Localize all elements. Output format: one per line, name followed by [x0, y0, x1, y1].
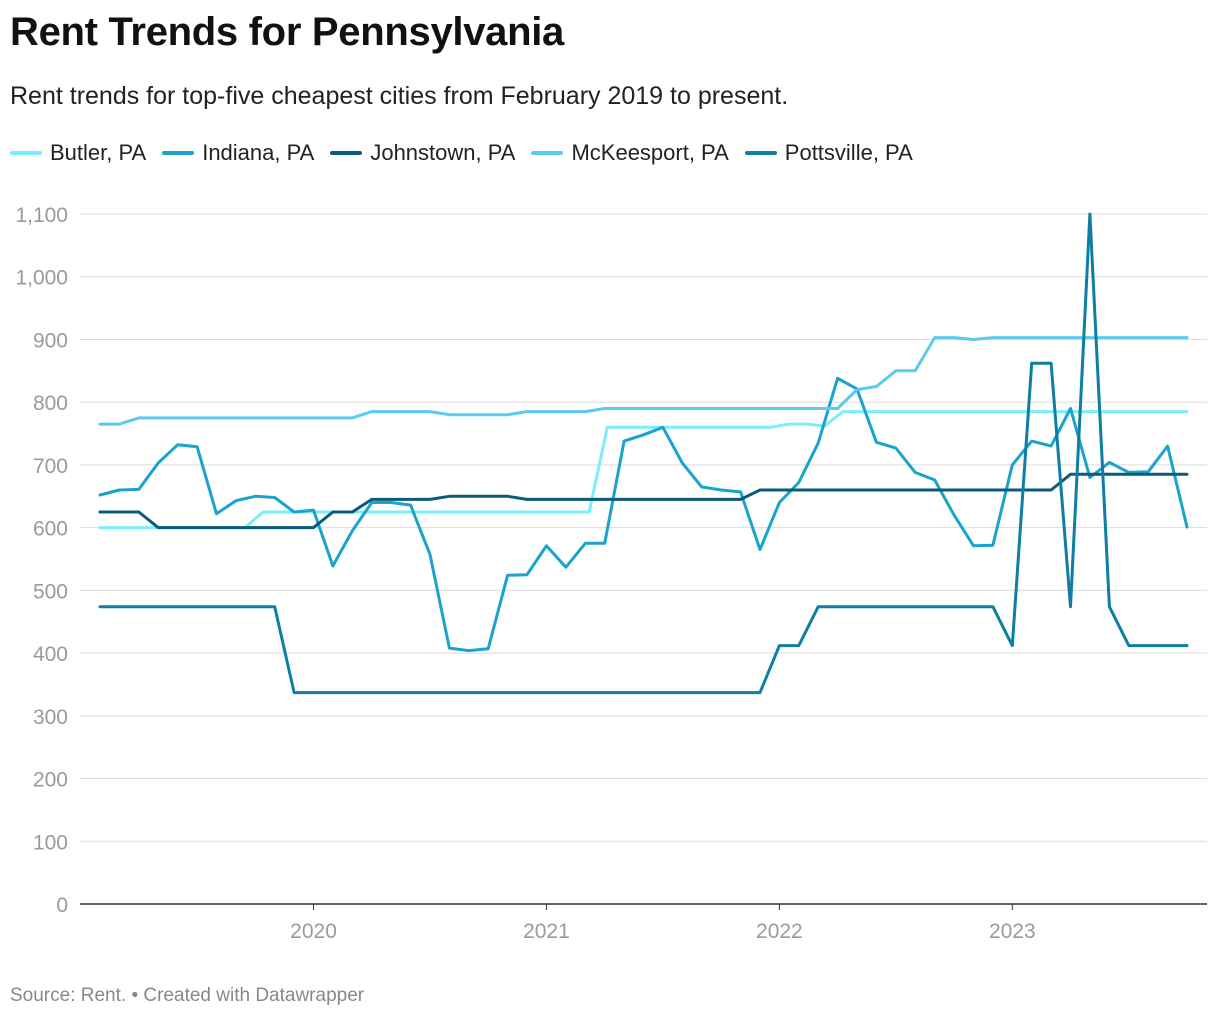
legend-item: Butler, PA: [10, 140, 146, 166]
y-tick-label: 300: [33, 706, 68, 729]
legend-swatch: [330, 151, 363, 155]
y-tick-label: 700: [33, 455, 68, 478]
y-tick-label: 400: [33, 643, 68, 666]
legend-swatch: [162, 151, 195, 155]
chart-subtitle: Rent trends for top-five cheapest cities…: [10, 82, 789, 110]
x-tick-label: 2023: [989, 920, 1036, 943]
series-line-johnstown-pa: [98, 472, 1189, 530]
legend-item: Indiana, PA: [162, 140, 314, 166]
x-tick-label: 2020: [290, 920, 337, 943]
y-tick-label: 800: [33, 392, 68, 415]
y-tick-label: 100: [33, 831, 68, 854]
legend-swatch: [744, 151, 777, 155]
y-tick-label: 900: [33, 329, 68, 352]
legend: Butler, PA Indiana, PA Johnstown, PA McKees…: [10, 140, 929, 166]
series-line-butler-pa: [98, 410, 1189, 530]
legend-item: Johnstown, PA: [330, 140, 515, 166]
series-line-mckeesport-pa: [98, 336, 1189, 426]
legend-item: McKeesport, PA: [531, 140, 729, 166]
legend-label: Pottsville, PA: [784, 140, 913, 165]
x-tick-label: 2022: [756, 920, 803, 943]
series-line-pottsville-pa: [98, 212, 1189, 695]
legend-label: McKeesport, PA: [571, 140, 729, 165]
y-tick-label: 1,000: [15, 267, 68, 290]
y-tick-label: 600: [33, 518, 68, 541]
series-line-indiana-pa: [98, 376, 1189, 653]
chart-footer: Source: Rent. • Created with Datawrapper: [10, 985, 365, 1006]
x-tick-label: 2021: [523, 920, 570, 943]
legend-swatch: [531, 151, 564, 155]
legend-label: Butler, PA: [50, 140, 147, 165]
legend-swatch: [10, 151, 42, 155]
y-tick-label: 0: [56, 894, 68, 917]
y-tick-label: 200: [33, 769, 68, 792]
legend-item: Pottsville, PA: [744, 140, 913, 166]
y-tick-label: 1,100: [15, 204, 68, 227]
legend-label: Indiana, PA: [202, 140, 315, 165]
legend-label: Johnstown, PA: [370, 140, 516, 165]
y-tick-label: 500: [33, 580, 68, 603]
chart-title: Rent Trends for Pennsylvania: [10, 10, 564, 54]
